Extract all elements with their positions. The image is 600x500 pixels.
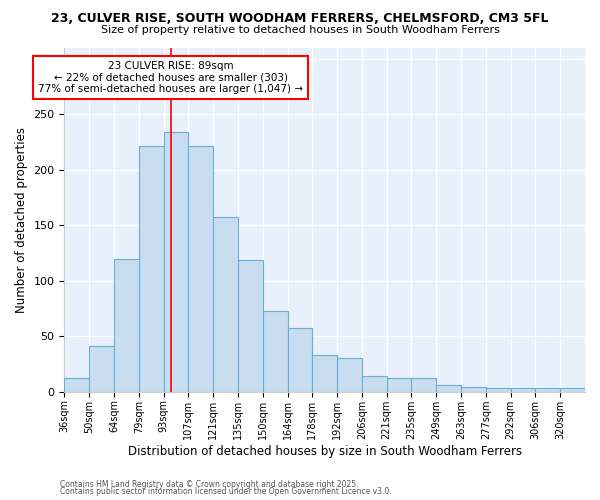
Bar (164, 132, 188, 392)
X-axis label: Distribution of detached houses by size in South Woodham Ferrers: Distribution of detached houses by size … (128, 444, 522, 458)
Bar (238, 260, 263, 392)
Bar (213, 218, 238, 392)
Bar (114, 258, 139, 392)
Text: 23, CULVER RISE, SOUTH WOODHAM FERRERS, CHELMSFORD, CM3 5FL: 23, CULVER RISE, SOUTH WOODHAM FERRERS, … (51, 12, 549, 26)
Bar (362, 376, 386, 392)
Text: Size of property relative to detached houses in South Woodham Ferrers: Size of property relative to detached ho… (101, 25, 499, 35)
Bar (511, 388, 535, 392)
Bar (461, 388, 486, 392)
Bar (337, 358, 362, 392)
Text: Contains HM Land Registry data © Crown copyright and database right 2025.: Contains HM Land Registry data © Crown c… (60, 480, 359, 489)
Bar (486, 388, 511, 392)
Bar (188, 146, 213, 392)
Bar (412, 378, 436, 392)
Bar (139, 146, 164, 392)
Bar (436, 385, 461, 392)
Bar (64, 378, 89, 392)
Bar (560, 388, 585, 392)
Bar (535, 388, 560, 392)
Y-axis label: Number of detached properties: Number of detached properties (15, 126, 28, 312)
Text: Contains public sector information licensed under the Open Government Licence v3: Contains public sector information licen… (60, 487, 392, 496)
Bar (263, 310, 287, 392)
Bar (287, 328, 313, 392)
Bar (313, 355, 337, 392)
Bar (89, 346, 114, 392)
Text: 23 CULVER RISE: 89sqm
← 22% of detached houses are smaller (303)
77% of semi-det: 23 CULVER RISE: 89sqm ← 22% of detached … (38, 61, 303, 94)
Bar (386, 378, 412, 392)
